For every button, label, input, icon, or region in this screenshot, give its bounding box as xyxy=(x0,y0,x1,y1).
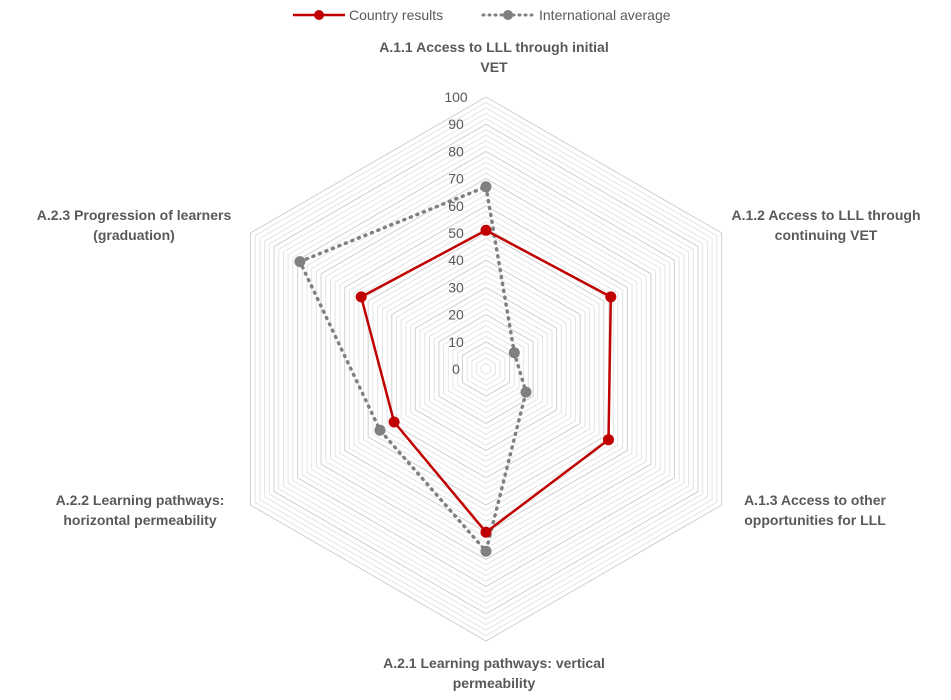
tick-label: 40 xyxy=(448,252,464,268)
data-point[interactable] xyxy=(480,181,492,193)
data-point[interactable] xyxy=(480,526,492,538)
category-label-line: VET xyxy=(480,59,508,75)
legend-item-international-average[interactable]: International average xyxy=(481,7,671,23)
grid-ring xyxy=(315,172,657,566)
tick-label: 80 xyxy=(448,143,464,159)
category-label-line: permeability xyxy=(453,675,536,691)
data-point[interactable] xyxy=(520,386,532,398)
grid-ring xyxy=(254,101,718,637)
legend-label-country-results: Country results xyxy=(349,7,443,23)
grid-ring xyxy=(320,178,652,560)
grid-ring xyxy=(372,237,600,501)
category-label: A.1.1 Access to LLL through initial VET xyxy=(379,39,608,75)
grid-ring xyxy=(419,292,553,446)
grid-ring xyxy=(386,254,586,484)
grid-ring xyxy=(367,232,605,506)
data-point[interactable] xyxy=(374,424,386,436)
grid-ring xyxy=(282,134,690,604)
data-point[interactable] xyxy=(508,347,520,359)
grid-ring xyxy=(471,352,501,386)
category-label: A.1.2 Access to LLL through continuing VE… xyxy=(731,207,920,243)
category-label: A.2.3 Progression of learners (graduation… xyxy=(37,207,232,243)
grid-ring xyxy=(306,161,666,577)
category-label: A.2.2 Learning pathways: horizontal perme… xyxy=(56,492,225,528)
legend: Country results International average xyxy=(293,7,671,23)
tick-label: 50 xyxy=(448,225,464,241)
category-label-line: A.2.3 Progression of learners xyxy=(37,207,232,223)
grid-ring xyxy=(443,319,529,419)
tick-label: 20 xyxy=(448,307,464,323)
grid-ring xyxy=(480,363,492,375)
tick-label: 100 xyxy=(444,89,468,105)
category-label-line: A.2.2 Learning pathways: xyxy=(56,492,225,508)
grid-ring xyxy=(381,248,591,490)
category-label-line: A.1.3 Access to other xyxy=(744,492,886,508)
tick-label: 0 xyxy=(452,361,460,377)
grid-ring xyxy=(264,112,708,626)
grid-ring xyxy=(348,210,624,528)
grid-ring xyxy=(438,314,534,424)
tick-label: 30 xyxy=(448,279,464,295)
tick-label: 70 xyxy=(448,171,464,187)
category-label-line: (graduation) xyxy=(93,227,175,243)
category-label-line: opportunities for LLL xyxy=(744,512,886,528)
data-point[interactable] xyxy=(603,434,614,446)
data-point[interactable] xyxy=(480,545,492,557)
data-point[interactable] xyxy=(294,256,306,268)
category-label: A.2.1 Learning pathways: vertical permeab… xyxy=(383,655,605,691)
grid-ring xyxy=(311,167,661,571)
legend-marker-country-results xyxy=(314,10,324,20)
category-label-line: horizontal permeability xyxy=(63,512,216,528)
grid-ring xyxy=(292,145,680,593)
tick-label: 10 xyxy=(448,334,464,350)
tick-label: 60 xyxy=(448,198,464,214)
data-point[interactable] xyxy=(355,291,367,303)
grid-ring xyxy=(461,341,511,397)
grid-ring xyxy=(273,123,699,615)
grid-ring xyxy=(325,183,647,555)
grid-ring xyxy=(466,346,506,392)
legend-label-international-average: International average xyxy=(539,7,671,23)
grid-ring xyxy=(249,96,723,642)
radar-grid xyxy=(249,96,723,642)
series-layer xyxy=(294,181,617,557)
grid-ring xyxy=(377,243,595,495)
grid-ring xyxy=(424,297,548,441)
grid-ring xyxy=(457,335,515,403)
grid-ring xyxy=(447,324,525,414)
radial-tick-labels: 0 10 20 30 40 50 60 70 80 90 100 xyxy=(444,89,468,377)
category-label: A.1.3 Access to other opportunities for L… xyxy=(744,492,886,528)
grid-ring xyxy=(400,270,572,468)
category-label-line: A.1.1 Access to LLL through initial xyxy=(379,39,608,55)
grid-ring xyxy=(433,308,539,430)
grid-ring xyxy=(278,129,694,609)
grid-ring xyxy=(405,275,567,463)
legend-marker-international-average xyxy=(503,10,513,20)
grid-ring xyxy=(429,303,543,435)
grid-ring xyxy=(396,265,576,473)
grid-ring xyxy=(259,107,713,631)
series-0 xyxy=(355,224,617,538)
data-point[interactable] xyxy=(480,224,492,236)
series-1 xyxy=(294,181,532,557)
grid-ring xyxy=(391,259,581,479)
grid-ring xyxy=(414,286,558,452)
data-point[interactable] xyxy=(605,291,617,303)
grid-ring xyxy=(476,357,496,381)
grid-ring xyxy=(287,139,685,599)
grid-ring xyxy=(334,194,638,544)
grid-ring xyxy=(339,199,633,539)
category-label-line: A.2.1 Learning pathways: vertical xyxy=(383,655,605,671)
category-label-line: A.1.2 Access to LLL through xyxy=(731,207,920,223)
legend-item-country-results[interactable]: Country results xyxy=(293,7,443,23)
data-point[interactable] xyxy=(388,416,400,428)
category-label-line: continuing VET xyxy=(775,227,878,243)
category-labels: A.1.1 Access to LLL through initial VETA.… xyxy=(37,39,921,691)
grid-ring xyxy=(410,281,562,457)
grid-ring xyxy=(268,118,704,620)
tick-label: 90 xyxy=(448,116,464,132)
grid-ring xyxy=(353,216,619,522)
